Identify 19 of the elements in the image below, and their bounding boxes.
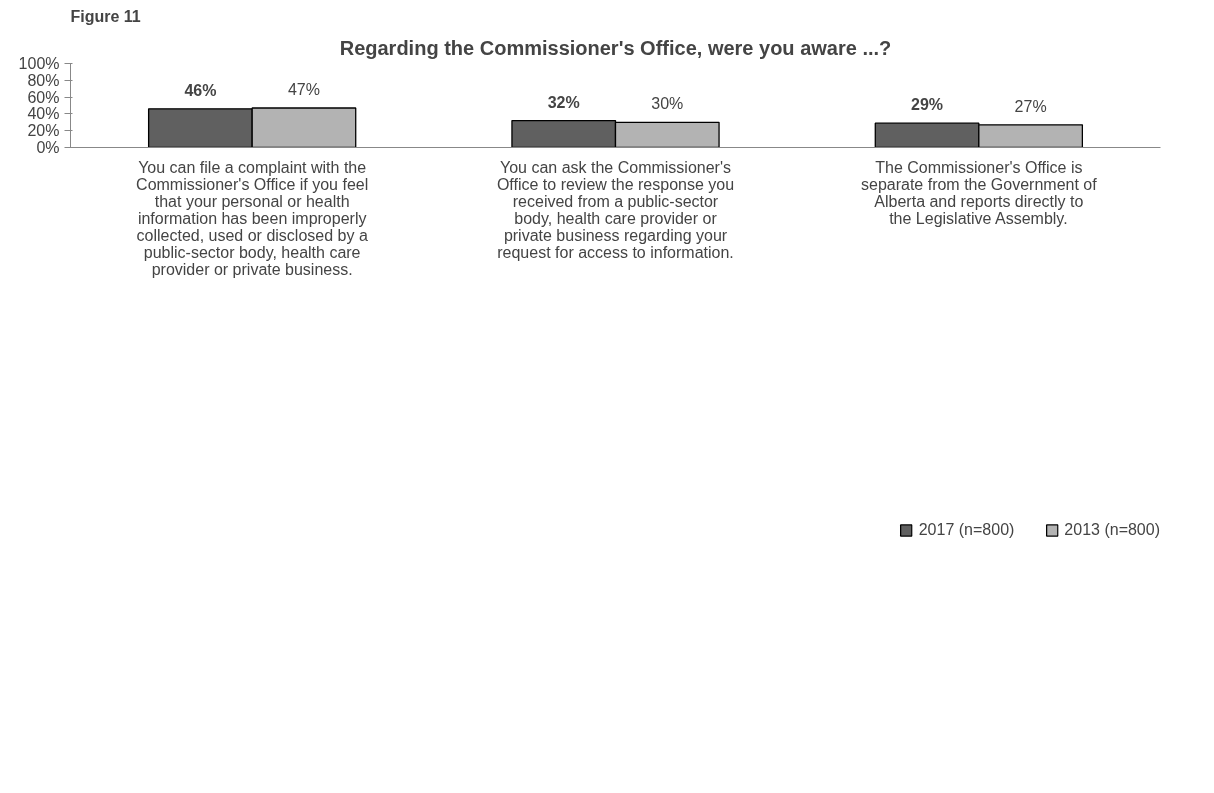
caption: Figure 11 <box>70 7 141 25</box>
y-tick-label: 0% <box>36 139 60 156</box>
legend-label: 2013 (n=800) <box>1064 521 1160 539</box>
y-tick-label: 40% <box>27 105 60 123</box>
x-tick-label: You can file a complaint with the Commissioner's Office if you feel that your personal or health information has been improperly collected, used or disclosed by a public-sector body, health care provider or private business. <box>136 158 369 278</box>
text: 30% <box>651 95 684 113</box>
x-tick-label: You can ask the Commissioner's Office to review the response you received from a public-sector body, health care provider or private business regarding your request for access to information. <box>496 158 735 261</box>
text: 29% <box>911 96 944 114</box>
text: 32% <box>547 93 580 111</box>
y-tick-label: 20% <box>27 122 60 140</box>
y-tick-label: 80% <box>27 71 60 89</box>
text: 46% <box>184 81 217 99</box>
y-tick-label: 100% <box>18 55 60 72</box>
text: 47% <box>287 81 320 99</box>
x-tick-label: The Commissioner's Office is separate from the Government of Alberta and reports directly to the Legislative Assembly. <box>861 158 1098 227</box>
y-tick-label: 60% <box>27 88 60 106</box>
chart-title: Regarding the Commissioner's Office, were you aware ...? <box>339 36 892 59</box>
legend-label: 2017 (n=800) <box>918 521 1015 539</box>
text: 27% <box>1014 97 1047 115</box>
